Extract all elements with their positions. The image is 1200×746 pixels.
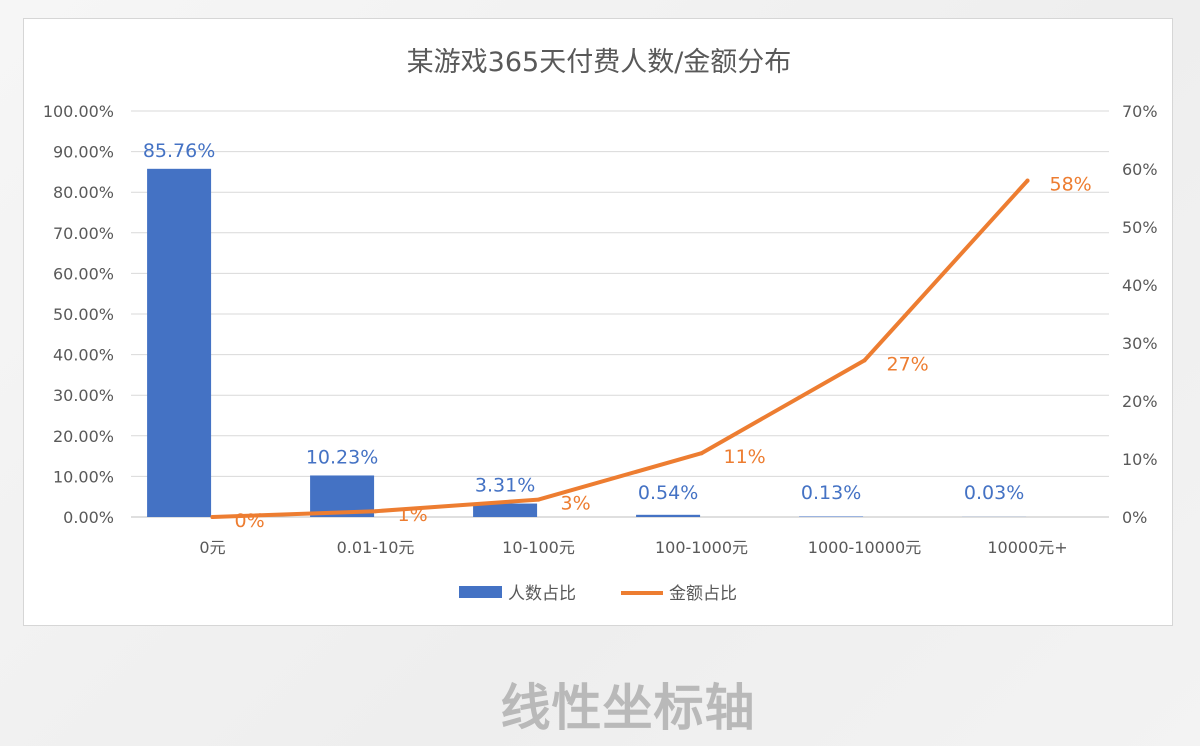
left-tick-label: 20.00%: [53, 427, 114, 446]
line-data-label: 11%: [724, 446, 766, 468]
bar-data-label: 0.03%: [964, 482, 1024, 504]
line-data-labels: 0% 1% 3% 11% 27% 58%: [235, 174, 1092, 532]
x-tick-label: 0.01-10元: [337, 538, 415, 557]
line-point: [1025, 178, 1030, 183]
combo-chart: 某游戏365天付费人数/金额分布 0.00% 10.00% 20.00% 30.00%…: [43, 47, 1158, 604]
x-tick-label: 10-100元: [502, 538, 575, 557]
legend: 人数占比 金额占比: [459, 584, 737, 604]
line-data-label: 0%: [235, 510, 265, 532]
line-point: [373, 509, 378, 514]
right-tick-label: 40%: [1122, 276, 1158, 295]
left-tick-label: 40.00%: [53, 346, 114, 365]
x-tick-label: 1000-10000元: [808, 538, 921, 557]
legend-label: 人数占比: [508, 584, 576, 604]
left-tick-label: 100.00%: [43, 102, 114, 121]
legend-swatch-bar: [459, 586, 502, 598]
right-tick-label: 30%: [1122, 334, 1158, 353]
line-point: [536, 497, 541, 502]
line-series: [210, 178, 1030, 519]
left-tick-label: 70.00%: [53, 224, 114, 243]
x-tick-label: 0元: [199, 538, 225, 557]
left-tick-label: 50.00%: [53, 305, 114, 324]
bar: [636, 514, 701, 517]
right-tick-label: 10%: [1122, 450, 1158, 469]
left-tick-label: 10.00%: [53, 467, 114, 486]
left-tick-label: 90.00%: [53, 143, 114, 162]
bar-data-label: 10.23%: [306, 446, 378, 468]
caption: 线性坐标轴: [500, 679, 756, 737]
x-tick-label: 10000元+: [987, 538, 1067, 557]
bar-data-label: 0.13%: [801, 482, 861, 504]
line-point: [862, 358, 867, 363]
left-tick-label: 80.00%: [53, 183, 114, 202]
line-point: [210, 515, 215, 519]
gridlines: [131, 110, 1109, 518]
left-tick-label: 60.00%: [53, 264, 114, 283]
bar: [473, 503, 538, 517]
line-path: [210, 178, 1030, 519]
legend-label: 金额占比: [669, 584, 737, 604]
line-data-label: 1%: [398, 504, 428, 526]
bar-data-label: 0.54%: [638, 482, 698, 504]
line-data-label: 27%: [887, 353, 929, 375]
chart-title: 某游戏365天付费人数/金额分布: [407, 47, 792, 78]
bar-series: [147, 168, 1027, 518]
bar: [147, 168, 212, 518]
bar-data-label: 3.31%: [475, 475, 535, 497]
x-axis: 0元 0.01-10元 10-100元 100-1000元 1000-10000元 100…: [199, 538, 1067, 557]
bar-data-labels: 85.76% 10.23% 3.31% 0.54% 0.13% 0.03%: [143, 140, 1024, 504]
right-tick-label: 70%: [1122, 102, 1158, 121]
bar-data-label: 85.76%: [143, 140, 215, 162]
right-tick-label: 20%: [1122, 392, 1158, 411]
right-tick-label: 0%: [1122, 508, 1147, 527]
x-tick-label: 100-1000元: [655, 538, 748, 557]
chart-area: 某游戏365天付费人数/金额分布 0.00% 10.00% 20.00% 30.00%…: [23, 18, 1173, 626]
left-tick-label: 0.00%: [63, 508, 114, 527]
right-tick-label: 50%: [1122, 218, 1158, 237]
left-axis: 0.00% 10.00% 20.00% 30.00% 40.00% 50.00% 60.00…: [43, 102, 114, 527]
bar: [799, 516, 864, 517]
right-axis: 0% 10% 20% 30% 40% 50% 60% 70%: [1122, 102, 1158, 527]
line-point: [699, 451, 704, 456]
right-tick-label: 60%: [1122, 160, 1158, 179]
left-tick-label: 30.00%: [53, 386, 114, 405]
line-data-label: 58%: [1050, 174, 1092, 196]
line-data-label: 3%: [561, 493, 591, 515]
